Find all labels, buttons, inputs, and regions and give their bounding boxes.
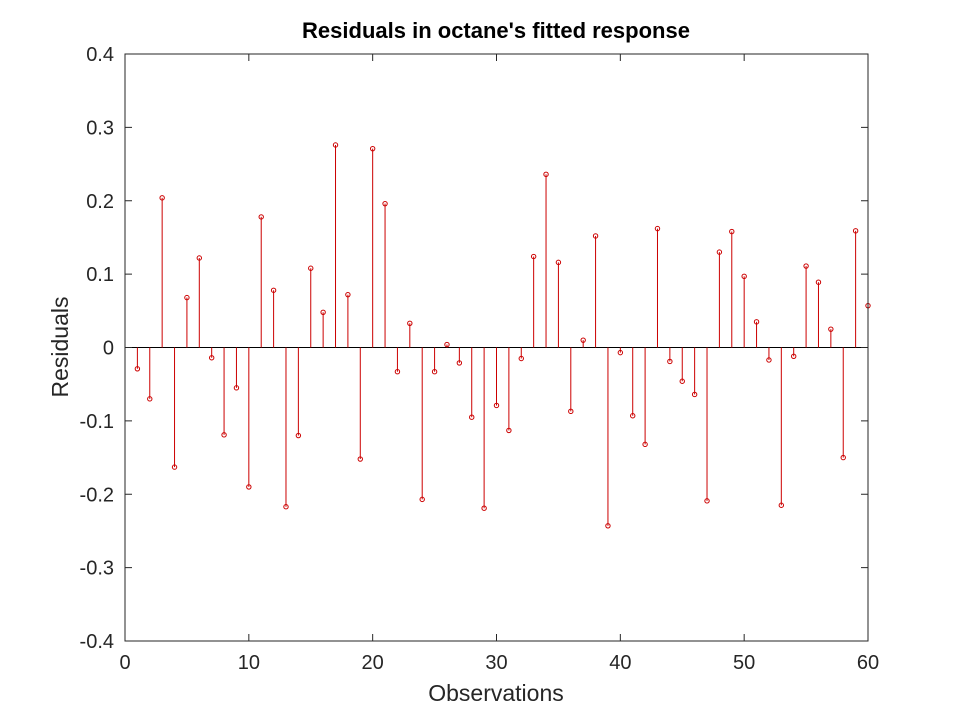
y-tick-label: -0.1 <box>80 411 114 433</box>
y-tick-label: 0.3 <box>86 117 114 139</box>
x-tick-label: 30 <box>485 652 507 674</box>
x-tick-label: 0 <box>119 652 130 674</box>
chart-title: Residuals in octane's fitted response <box>302 18 690 43</box>
y-tick-label: -0.2 <box>80 484 114 506</box>
y-tick-label: 0 <box>103 338 114 360</box>
x-tick-label: 10 <box>238 652 260 674</box>
y-tick-label: 0.4 <box>86 44 114 66</box>
x-tick-label: 50 <box>733 652 755 674</box>
y-tick-label: -0.3 <box>80 558 114 580</box>
y-axis-title: Residuals <box>47 297 73 398</box>
y-tick-label: -0.4 <box>80 631 114 653</box>
y-tick-label: 0.1 <box>86 264 114 286</box>
x-axis-title: Observations <box>428 680 564 706</box>
x-tick-label: 60 <box>857 652 879 674</box>
y-tick-label: 0.2 <box>86 191 114 213</box>
x-tick-label: 40 <box>609 652 631 674</box>
x-tick-label: 20 <box>362 652 384 674</box>
